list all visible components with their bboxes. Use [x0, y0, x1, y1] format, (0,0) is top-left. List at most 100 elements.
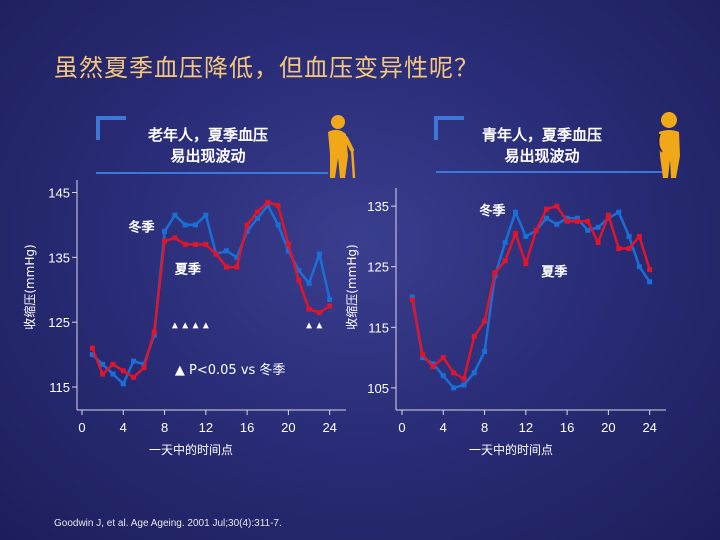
data-point: [554, 221, 560, 227]
significance-marker: [306, 322, 313, 329]
data-point: [254, 209, 260, 215]
data-point: [285, 241, 291, 247]
data-point: [585, 218, 591, 224]
annotation-label: 夏季: [540, 264, 567, 280]
data-point: [172, 212, 178, 218]
citation: Goodwin J, et al. Age Ageing. 2001 Jul;3…: [54, 518, 282, 529]
data-point: [316, 251, 322, 257]
left-panel-header: 老年人，夏季血压 易出现波动: [118, 125, 298, 167]
data-point: [89, 345, 95, 351]
data-point: [193, 241, 199, 247]
y-tick-label: 115: [368, 320, 389, 335]
x-tick-label: 0: [398, 420, 405, 435]
data-point: [254, 215, 260, 221]
left-header-line1: 老年人，夏季血压: [147, 126, 268, 144]
data-point: [234, 254, 240, 260]
data-point: [585, 227, 591, 233]
x-tick-label: 4: [120, 420, 127, 435]
page-title: 虽然夏季血压降低，但血压变异性呢？: [54, 54, 479, 82]
data-point: [244, 228, 250, 234]
data-point: [461, 382, 467, 388]
data-point: [409, 294, 415, 300]
right-panel-header: 青年人，夏季血压 易出现波动: [452, 125, 632, 167]
x-tick-label: 20: [281, 420, 295, 435]
left-header-bracket: [96, 116, 126, 140]
data-point: [110, 361, 116, 367]
left-header-line2: 易出现波动: [170, 147, 246, 165]
y-tick-label: 105: [367, 381, 389, 396]
data-point: [564, 218, 570, 224]
annotation-label: 冬季: [479, 203, 505, 219]
data-point: [574, 215, 580, 221]
data-point: [100, 371, 106, 377]
data-point: [131, 374, 137, 380]
data-point: [203, 241, 209, 247]
data-point: [203, 212, 209, 218]
x-tick-label: 24: [322, 420, 336, 435]
data-point: [440, 373, 446, 379]
right-header-underline: [436, 171, 664, 173]
x-tick-label: 4: [440, 420, 447, 435]
data-point: [451, 385, 457, 391]
data-point: [306, 306, 312, 312]
x-tick-label: 8: [161, 420, 168, 435]
y-axis-label: 收缩压(mmHg): [344, 244, 359, 329]
data-point: [420, 355, 426, 361]
right-header-line1: 青年人，夏季血压: [481, 126, 602, 144]
data-point: [100, 361, 106, 367]
data-point: [595, 239, 601, 245]
data-point: [182, 241, 188, 247]
data-point: [636, 264, 642, 270]
y-tick-label: 135: [48, 250, 70, 265]
young-person-icon: [657, 112, 680, 178]
data-point: [420, 352, 426, 358]
significance-marker: [202, 322, 209, 329]
data-point: [513, 209, 519, 215]
data-point: [430, 361, 436, 367]
data-point: [440, 355, 446, 361]
data-point: [275, 202, 281, 208]
data-point: [162, 238, 168, 244]
y-axis-label: 收缩压(mmHg): [22, 244, 37, 329]
data-point: [605, 212, 611, 218]
significance-marker: [171, 322, 178, 329]
chart-1: 115 125 135 145 0 4 8 12 16 20 24 一天中的时间点 收缩压(mmHg) 冬…: [22, 180, 346, 457]
data-point: [523, 261, 529, 267]
data-point: [120, 381, 126, 387]
data-point: [172, 235, 178, 241]
data-point: [182, 222, 188, 228]
data-point: [409, 297, 415, 303]
data-point: [265, 199, 271, 205]
data-point: [647, 279, 653, 285]
y-tick-label: 125: [367, 260, 389, 275]
x-tick-label: 20: [601, 420, 615, 435]
data-point: [533, 227, 539, 233]
data-point: [213, 251, 219, 257]
data-point: [492, 270, 498, 276]
data-point: [636, 233, 642, 239]
elderly-person-with-cane-icon: [328, 115, 356, 179]
data-point: [513, 230, 519, 236]
data-point: [110, 371, 116, 377]
y-tick-label: 135: [367, 199, 389, 214]
x-tick-label: 12: [199, 420, 213, 435]
data-point: [543, 215, 549, 221]
data-point: [327, 303, 333, 309]
data-point: [564, 215, 570, 221]
data-point: [151, 329, 157, 335]
x-axis-label: 一天中的时间点: [149, 442, 233, 457]
data-point: [162, 228, 168, 234]
data-point: [296, 267, 302, 273]
data-point: [574, 218, 580, 224]
data-point: [141, 365, 147, 371]
data-point: [502, 239, 508, 245]
data-point: [223, 248, 229, 254]
data-point: [193, 222, 199, 228]
left-header-underline: [96, 172, 328, 174]
data-point: [616, 246, 622, 252]
data-point: [234, 264, 240, 270]
x-axis-label: 一天中的时间点: [469, 442, 553, 457]
data-point: [223, 264, 229, 270]
y-tick-label: 115: [49, 380, 70, 395]
